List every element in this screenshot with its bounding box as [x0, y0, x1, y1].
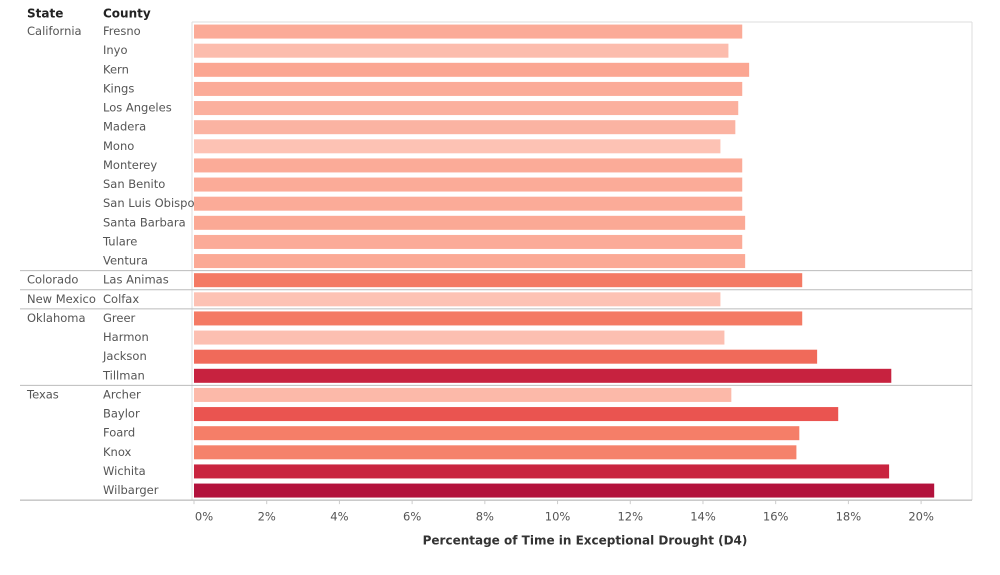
county-label: Jackson: [102, 349, 147, 363]
bar: [194, 349, 818, 364]
bar: [194, 368, 892, 383]
state-label: Oklahoma: [27, 311, 86, 325]
x-tick-label: 6%: [403, 510, 421, 524]
x-axis-title: Percentage of Time in Exceptional Drough…: [423, 534, 748, 548]
bar: [194, 43, 729, 58]
x-tick-label: 10%: [545, 510, 571, 524]
bar: [194, 62, 750, 77]
state-label: Texas: [26, 387, 59, 401]
bar: [194, 120, 736, 135]
bar: [194, 24, 743, 39]
bar: [194, 234, 743, 249]
county-label: Wilbarger: [103, 483, 159, 497]
bar: [194, 139, 721, 154]
county-label: Las Animas: [103, 273, 169, 287]
bar: [194, 177, 743, 192]
x-tick-label: 18%: [836, 510, 862, 524]
bar: [194, 196, 743, 211]
county-label: San Luis Obispo: [103, 196, 195, 210]
bar: [194, 330, 725, 345]
bar: [194, 464, 890, 479]
county-label: Mono: [103, 139, 134, 153]
county-label: Wichita: [103, 464, 146, 478]
county-label: Fresno: [103, 24, 141, 38]
x-tick-label: 8%: [476, 510, 494, 524]
county-label: San Benito: [103, 177, 165, 191]
county-label: Ventura: [103, 254, 148, 268]
x-tick-label: 12%: [617, 510, 643, 524]
x-tick-label: 0%: [195, 510, 213, 524]
bar: [194, 311, 803, 326]
bar: [194, 81, 743, 96]
bar: [194, 273, 803, 288]
county-label: Inyo: [103, 43, 128, 57]
bar: [194, 445, 797, 460]
county-label: Baylor: [103, 407, 140, 421]
row-header: State: [27, 7, 63, 21]
bar: [194, 101, 739, 116]
county-label: Tillman: [102, 368, 145, 382]
county-label: Foard: [103, 426, 135, 440]
county-label: Tulare: [102, 234, 137, 248]
county-label: Harmon: [103, 330, 149, 344]
bar: [194, 426, 800, 441]
county-label: Monterey: [103, 158, 157, 172]
bar: [194, 292, 721, 307]
bar: [194, 407, 839, 422]
x-tick-label: 2%: [258, 510, 276, 524]
county-label: Los Angeles: [103, 101, 172, 115]
state-label: New Mexico: [27, 292, 96, 306]
x-tick-label: 4%: [330, 510, 348, 524]
county-label: Knox: [103, 445, 132, 459]
county-label: Greer: [103, 311, 136, 325]
county-label: Kern: [103, 62, 129, 76]
x-tick-label: 20%: [908, 510, 934, 524]
bar: [194, 158, 743, 173]
x-tick-label: 14%: [690, 510, 716, 524]
county-label: Madera: [103, 120, 146, 134]
county-label: Santa Barbara: [103, 215, 186, 229]
county-label: Kings: [103, 81, 134, 95]
county-label: Archer: [103, 387, 141, 401]
bar: [194, 483, 935, 498]
bar: [194, 387, 732, 402]
x-tick-label: 16%: [763, 510, 789, 524]
bar: [194, 215, 746, 230]
row-header: County: [103, 7, 151, 21]
state-label: California: [27, 24, 82, 38]
state-label: Colorado: [27, 273, 78, 287]
bar: [194, 254, 746, 269]
county-label: Colfax: [103, 292, 139, 306]
